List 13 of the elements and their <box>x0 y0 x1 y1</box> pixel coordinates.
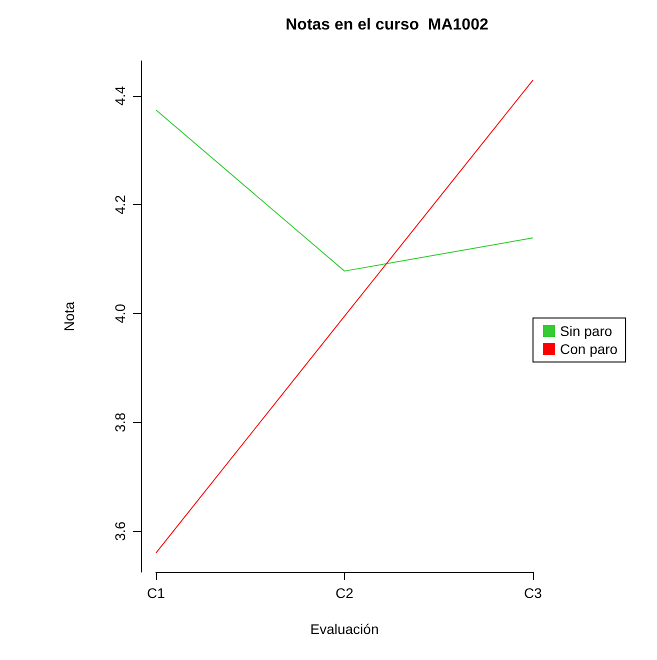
chart-title: Notas en el curso MA1002 <box>286 16 488 34</box>
y-tick-label: 3.6 <box>112 521 128 541</box>
y-axis-title: Nota <box>61 302 77 332</box>
x-tick-label: C2 <box>336 585 354 601</box>
y-tick-label: 4.4 <box>112 86 128 106</box>
x-tick-label: C1 <box>147 585 166 601</box>
y-tick-label: 4.2 <box>112 194 128 214</box>
x-tick-label: C3 <box>524 585 542 601</box>
y-tick-label: 3.8 <box>112 412 128 432</box>
legend-label: Sin paro <box>560 323 612 339</box>
legend-label: Con paro <box>560 341 618 357</box>
y-tick-label: 4.0 <box>112 304 128 324</box>
x-axis-title: Evaluación <box>310 621 379 637</box>
